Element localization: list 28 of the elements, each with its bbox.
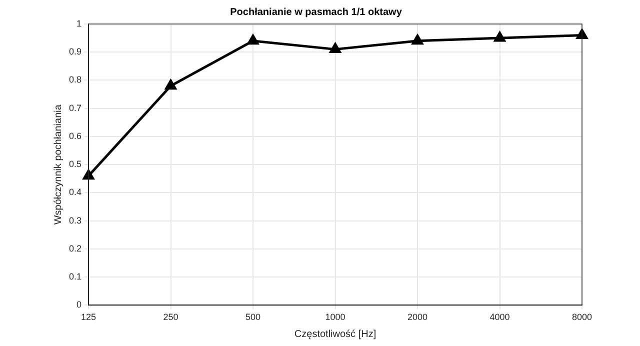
y-tick-label: 0.3 (68, 215, 82, 226)
point (412, 34, 424, 45)
chart-title: Pochłanianie w pasmach 1/1 oktawy (230, 6, 402, 18)
x-tick-label: 1000 (325, 312, 346, 322)
point (494, 32, 506, 42)
x-tick-label: 4000 (490, 312, 510, 322)
x-tick-label: 2000 (407, 312, 428, 322)
point (330, 43, 341, 54)
y-tick-label: 0.5 (68, 159, 82, 170)
x-tick-label: 125 (80, 312, 96, 322)
y-tick-label: 0.7 (68, 102, 82, 113)
y-tick-label: 0.2 (68, 243, 82, 254)
y-tick-label: 0 (76, 300, 82, 310)
point (576, 29, 588, 39)
y-tick-label: 0.8 (68, 74, 82, 85)
y-tick-label: 1 (76, 18, 82, 28)
x-tick-label: 250 (163, 312, 178, 322)
y-tick-label: 0.4 (68, 187, 82, 198)
point (82, 170, 94, 180)
y-axis-title: Współczynnik pochłaniania (52, 104, 64, 225)
x-tick-label: 500 (245, 312, 261, 322)
y-tick-label: 0.9 (68, 46, 82, 57)
point (247, 34, 259, 45)
y-tick-label: 0.6 (68, 130, 82, 141)
point (165, 80, 176, 90)
x-axis-title: Częstotliwość [Hz] (294, 328, 376, 340)
x-tick-label: 8000 (572, 312, 592, 322)
y-tick-label: 0.1 (68, 272, 82, 282)
